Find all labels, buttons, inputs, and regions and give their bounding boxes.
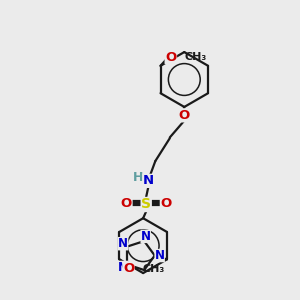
Text: O: O <box>123 262 134 275</box>
Text: CH₃: CH₃ <box>142 264 164 274</box>
Text: H: H <box>133 171 143 184</box>
Text: N: N <box>118 237 128 250</box>
Text: S: S <box>141 197 151 212</box>
Text: O: O <box>160 197 172 210</box>
Text: N: N <box>155 249 165 262</box>
Text: O: O <box>121 197 132 210</box>
Text: O: O <box>165 50 176 64</box>
Text: O: O <box>179 109 190 122</box>
Text: CH₃: CH₃ <box>184 52 207 62</box>
Text: N: N <box>118 261 128 274</box>
Text: N: N <box>143 174 154 188</box>
Text: N: N <box>141 230 151 243</box>
